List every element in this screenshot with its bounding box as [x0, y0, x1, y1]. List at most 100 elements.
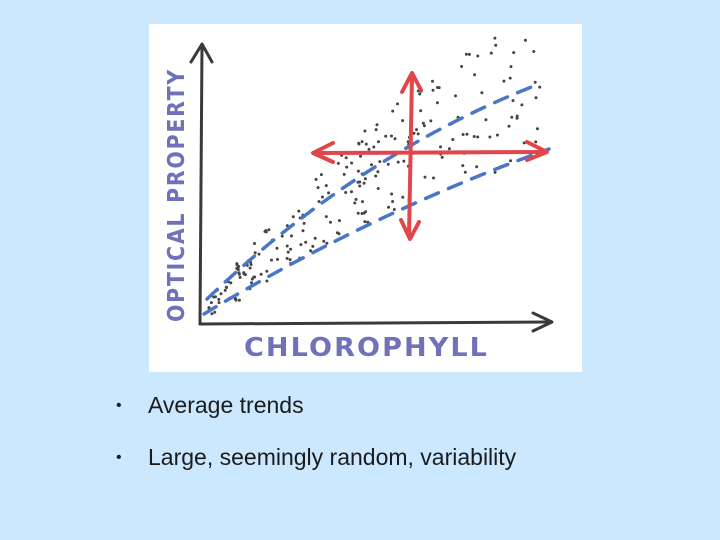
y-axis-title: OPTICAL PROPERTY	[164, 68, 190, 322]
scatter-dot	[476, 135, 480, 139]
scatter-dot	[301, 229, 305, 233]
scatter-dot	[297, 209, 301, 213]
scatter-dot	[275, 246, 279, 250]
scatter-dot	[437, 86, 441, 90]
scatter-dot	[327, 191, 331, 195]
scatter-dot	[387, 205, 390, 209]
scatter-dot	[363, 177, 367, 181]
scatter-dot	[376, 170, 380, 174]
scatter-dot	[392, 208, 396, 211]
scatter-dot	[374, 128, 378, 132]
scatter-dot	[329, 220, 332, 224]
scatter-dot	[207, 306, 211, 310]
scatter-dot	[325, 241, 329, 245]
scatter-dot	[476, 54, 480, 58]
scatter-dot	[494, 43, 498, 47]
bullet-item: • Large, seemingly random, variability	[116, 444, 516, 471]
scatter-dot	[465, 132, 469, 136]
scatter-dot	[463, 170, 467, 174]
scatter-dot	[439, 145, 442, 149]
scatter-dot	[435, 101, 439, 105]
bullet-text: Average trends	[148, 392, 304, 418]
scatter-dot	[472, 135, 476, 138]
scatter-dot	[276, 257, 279, 261]
scatter-dot	[495, 133, 499, 137]
scatter-dot	[259, 272, 263, 276]
scatter-dot	[509, 65, 513, 69]
scatter-dots	[207, 36, 542, 316]
vertical-variability-arrow	[399, 71, 423, 241]
scatter-dot	[534, 140, 538, 144]
scatter-dot	[401, 195, 405, 199]
scatter-dot	[344, 156, 348, 160]
scatter-dot	[324, 215, 328, 219]
scatter-dot	[357, 142, 361, 146]
scatter-dot	[372, 145, 376, 149]
scatter-dot	[538, 85, 542, 89]
scatter-dot	[286, 250, 290, 254]
scatter-dot	[336, 161, 340, 165]
scatter-dot	[219, 292, 223, 296]
scatter-dot	[362, 181, 366, 185]
bullet-text: Large, seemingly random, variability	[148, 444, 517, 470]
scatter-dot	[473, 73, 477, 77]
chlorophyll-optical-diagram: CHLOROPHYLL OPTICAL PROPERTY	[149, 24, 582, 372]
scatter-dot	[317, 200, 321, 203]
y-axis	[189, 42, 214, 326]
scatter-dot	[304, 240, 308, 244]
scatter-dot	[522, 141, 526, 145]
scatter-dot	[252, 275, 256, 279]
scatter-dot	[350, 190, 353, 194]
scatter-dot	[237, 265, 241, 268]
scatter-dot	[213, 310, 217, 314]
scatter-dot	[396, 102, 399, 106]
scatter-dot	[311, 244, 315, 248]
scatter-dot	[223, 288, 227, 292]
scatter-dot	[520, 103, 524, 107]
scatter-dot	[510, 115, 514, 119]
scatter-dot	[421, 121, 425, 125]
scatter-dot	[356, 169, 360, 173]
scatter-dot	[350, 161, 354, 165]
x-axis	[198, 311, 554, 333]
scatter-dot	[288, 258, 292, 262]
scatter-dot	[461, 133, 465, 136]
x-axis-title: CHLOROPHYLL	[244, 333, 489, 363]
scatter-dot	[364, 142, 368, 146]
scatter-dot	[376, 187, 380, 190]
scatter-dot	[316, 186, 320, 190]
scatter-dot	[217, 297, 221, 301]
scatter-dot	[488, 135, 492, 139]
scatter-dot	[309, 249, 313, 253]
scatter-dot	[535, 127, 539, 131]
scatter-dot	[493, 36, 497, 40]
scatter-dot	[237, 298, 241, 302]
scatter-dot	[285, 256, 289, 260]
scatter-dot	[345, 165, 349, 169]
scatter-dot	[248, 266, 252, 270]
scatter-dot	[377, 140, 380, 144]
scatter-dot	[267, 228, 271, 232]
scatter-dot	[361, 200, 364, 204]
scatter-dot	[386, 162, 390, 166]
scatter-dot	[285, 224, 289, 228]
scatter-dot	[447, 147, 451, 151]
scatter-dot	[363, 129, 367, 133]
scatter-dot	[507, 124, 511, 128]
scatter-dot	[454, 94, 457, 98]
bullet-marker: •	[116, 397, 122, 414]
scatter-dot	[374, 174, 378, 178]
scatter-dot	[265, 279, 269, 283]
scatter-dot	[324, 184, 328, 188]
scatter-dot	[401, 119, 405, 123]
scatter-dot	[515, 116, 519, 120]
scatter-dot	[451, 138, 455, 141]
scatter-dot	[229, 281, 233, 285]
scatter-dot	[358, 184, 362, 188]
scatter-dot	[370, 163, 373, 167]
scatter-dot	[467, 52, 471, 56]
bullet-item: • Average trends	[116, 392, 516, 419]
scatter-dot	[396, 160, 400, 164]
scatter-dot	[533, 80, 537, 84]
scatter-dot	[512, 51, 516, 55]
